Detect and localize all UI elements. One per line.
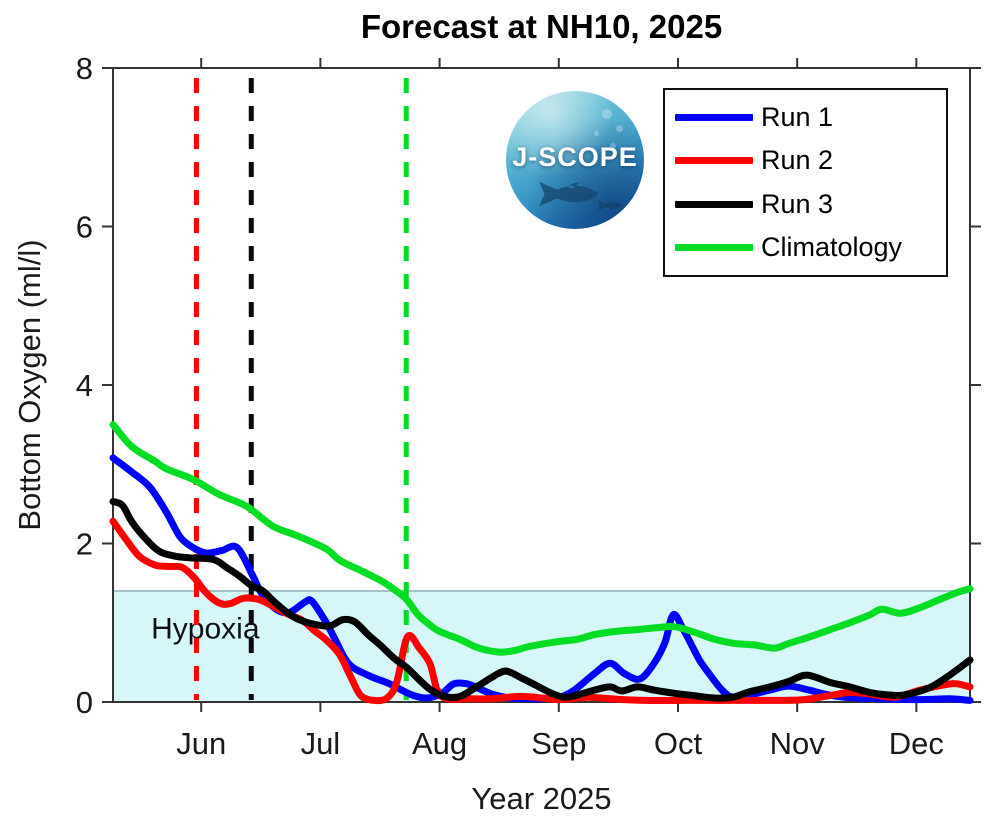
series-line-run-2 <box>109 517 974 705</box>
legend-item-run1: Run 1 <box>675 102 946 133</box>
bubble-decoration <box>602 109 612 119</box>
logo-text: J-SCOPE <box>512 142 638 173</box>
legend-label-run2: Run 2 <box>761 145 834 176</box>
legend-line-run1 <box>675 114 753 122</box>
x-tick-label: Jun <box>176 726 226 761</box>
legend-item-run3: Run 3 <box>675 189 946 220</box>
series-line-climatology <box>109 421 974 656</box>
legend-line-run2 <box>675 157 753 165</box>
legend-label-run3: Run 3 <box>761 188 834 219</box>
x-tick-label: Oct <box>654 726 703 761</box>
bubble-decoration <box>616 125 623 132</box>
y-tick-label: 0 <box>76 685 93 720</box>
legend-label-climatology: Climatology <box>761 231 903 262</box>
bubble-decoration <box>610 143 616 149</box>
legend-label-run1: Run 1 <box>761 102 834 133</box>
fish-icon <box>597 200 623 211</box>
legend-item-run2: Run 2 <box>675 145 946 176</box>
hypoxia-label: Hypoxia <box>151 612 260 645</box>
series-line-run-3 <box>109 498 974 702</box>
y-tick-label: 6 <box>76 210 93 245</box>
y-tick-label: 4 <box>76 368 93 403</box>
fish-icon <box>539 181 598 207</box>
x-tick-label: Dec <box>889 726 944 761</box>
y-axis-label: Bottom Oxygen (ml/l) <box>12 239 47 531</box>
legend-line-climatology <box>675 243 753 251</box>
x-tick-label: Aug <box>412 726 467 761</box>
bubble-decoration <box>594 131 599 136</box>
y-tick-label: 2 <box>76 527 93 562</box>
jscope-logo: J-SCOPE <box>506 91 644 229</box>
y-tick-label: 8 <box>76 51 93 86</box>
legend-line-run3 <box>675 200 753 208</box>
legend: Run 1 Run 2 Run 3 Climatology <box>663 88 948 277</box>
x-tick-label: Nov <box>770 726 826 761</box>
x-tick-label: Sep <box>531 726 586 761</box>
legend-item-climatology: Climatology <box>675 232 946 263</box>
chart-title: Forecast at NH10, 2025 <box>360 8 723 45</box>
x-axis-label: Year 2025 <box>471 781 612 816</box>
x-tick-label: Jul <box>301 726 341 761</box>
